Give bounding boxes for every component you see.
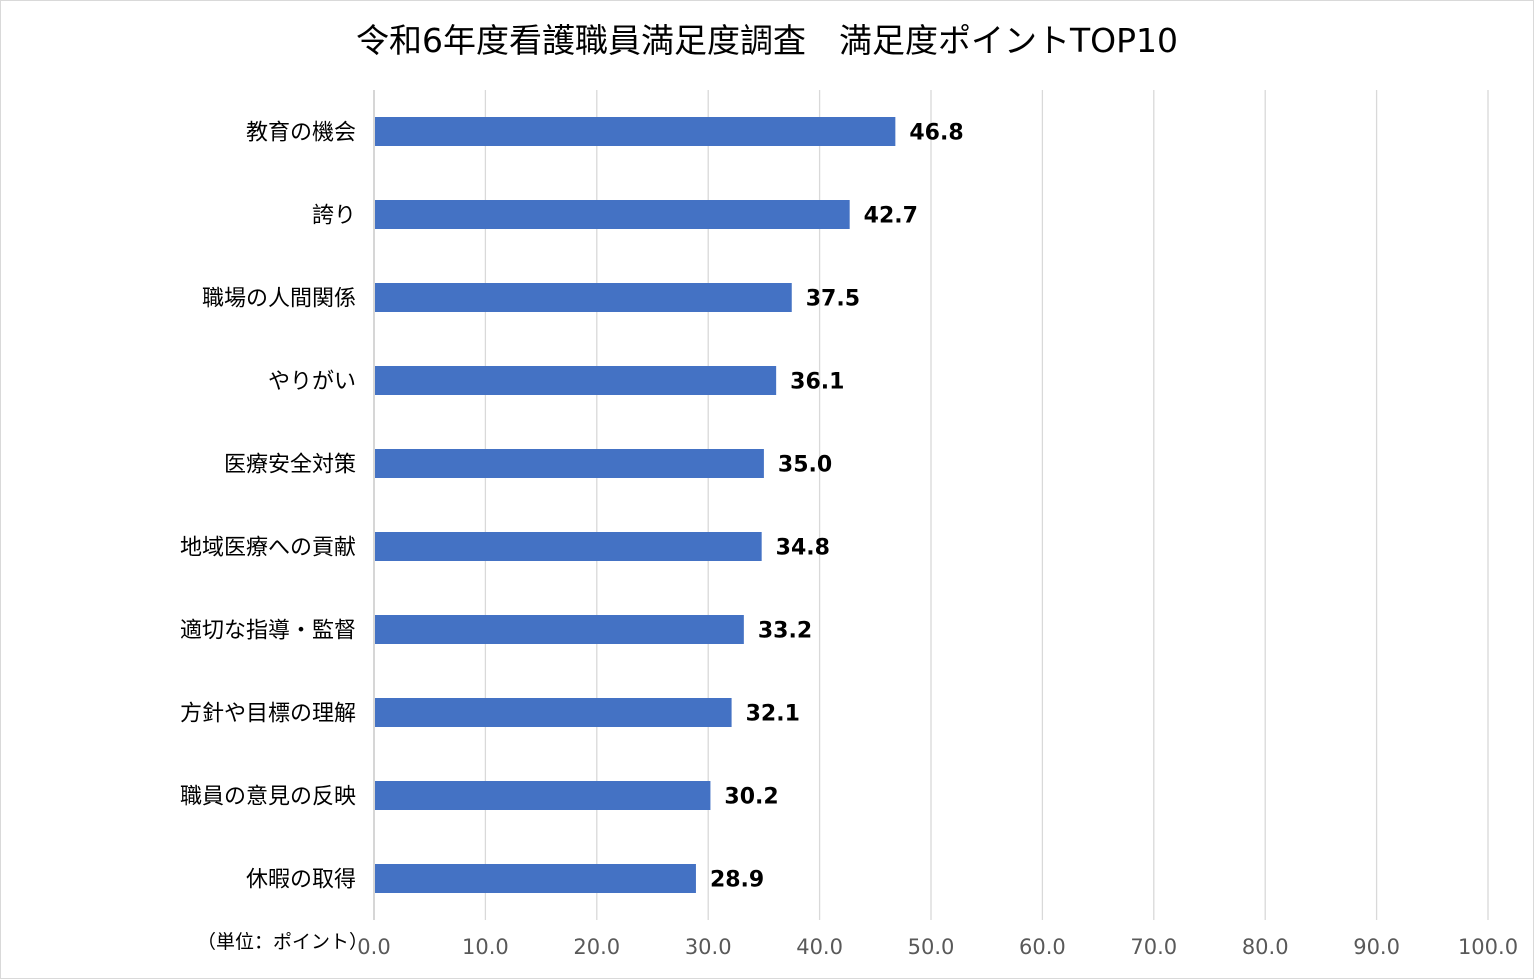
bar xyxy=(375,615,744,644)
x-tick-label: 0.0 xyxy=(357,935,390,959)
x-tick-label: 10.0 xyxy=(462,935,509,959)
bars xyxy=(375,117,896,893)
category-label: 職場の人間関係 xyxy=(202,287,356,312)
category-label: 地域医療への貢献 xyxy=(180,536,356,561)
data-label: 46.8 xyxy=(909,121,963,146)
data-label: 35.0 xyxy=(778,453,832,478)
bar xyxy=(375,366,777,395)
category-label: 教育の機会 xyxy=(246,121,356,146)
category-labels: 教育の機会誇り職場の人間関係やりがい医療安全対策地域医療への貢献適切な指導・監督… xyxy=(180,121,356,893)
x-tick-label: 40.0 xyxy=(796,935,843,959)
category-label: 職員の意見の反映 xyxy=(180,785,356,810)
x-tick-label: 50.0 xyxy=(908,935,955,959)
bar xyxy=(375,200,850,229)
x-axis-ticks: 0.0 10.0 20.0 30.0 40.0 50.0 60.0 70.0 80.0 90.0 1… xyxy=(357,935,1518,959)
bar xyxy=(375,449,764,478)
x-tick-label: 100.0 xyxy=(1458,935,1518,959)
data-label: 33.2 xyxy=(758,619,812,644)
value-labels: 46.8 42.7 37.5 36.1 35.0 34.8 33.2 32.1 30.2 28.9 xyxy=(710,121,964,893)
bar xyxy=(375,283,792,312)
unit-label: （単位：ポイント） xyxy=(197,931,368,953)
data-label: 42.7 xyxy=(864,204,918,229)
x-tick-label: 80.0 xyxy=(1242,935,1289,959)
x-tick-label: 30.0 xyxy=(685,935,732,959)
category-label: やりがい xyxy=(268,370,356,395)
bar xyxy=(375,698,732,727)
data-label: 36.1 xyxy=(790,370,844,395)
chart-title: 令和6年度看護職員満足度調査 満足度ポイントTOP10 xyxy=(356,21,1178,60)
category-label: 方針や目標の理解 xyxy=(180,702,356,727)
bar xyxy=(375,781,711,810)
category-label: 休暇の取得 xyxy=(246,868,356,893)
x-tick-label: 90.0 xyxy=(1353,935,1400,959)
data-label: 30.2 xyxy=(724,785,778,810)
data-label: 34.8 xyxy=(776,536,830,561)
x-tick-label: 60.0 xyxy=(1019,935,1066,959)
x-tick-label: 70.0 xyxy=(1130,935,1177,959)
bar xyxy=(375,117,896,146)
bar xyxy=(375,864,696,893)
bar xyxy=(375,532,762,561)
category-label: 医療安全対策 xyxy=(224,453,356,478)
data-label: 28.9 xyxy=(710,868,764,893)
data-label: 32.1 xyxy=(746,702,800,727)
category-label: 適切な指導・監督 xyxy=(180,619,356,644)
x-tick-label: 20.0 xyxy=(573,935,620,959)
data-label: 37.5 xyxy=(806,287,860,312)
category-label: 誇り xyxy=(312,204,356,229)
